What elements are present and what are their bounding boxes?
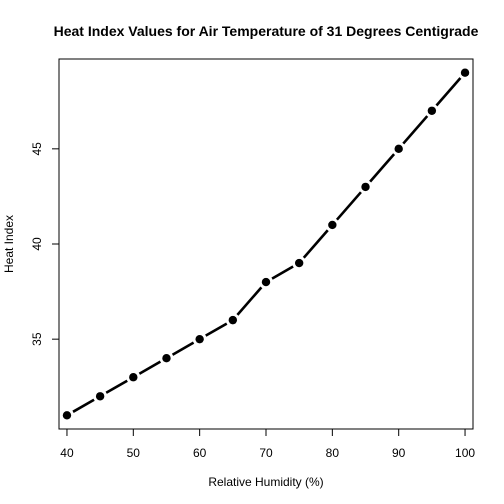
x-axis-label: Relative Humidity (%) — [208, 475, 323, 489]
x-tick-label: 100 — [455, 446, 475, 460]
y-tick-label: 40 — [30, 237, 44, 251]
line-segment — [435, 77, 462, 107]
data-point — [95, 392, 105, 401]
line-segment — [72, 398, 95, 413]
data-point — [394, 144, 403, 154]
plot-area-frame — [58, 58, 474, 430]
data-point — [129, 373, 138, 382]
line-segment — [105, 379, 128, 394]
data-point — [361, 182, 370, 192]
data-point — [460, 68, 470, 77]
x-tick-label: 60 — [193, 446, 207, 460]
data-point — [62, 411, 72, 420]
x-tick-label: 80 — [326, 446, 340, 460]
x-tick-label: 50 — [127, 446, 141, 460]
line-segment — [271, 265, 294, 280]
line-segment — [335, 191, 362, 221]
data-point — [195, 334, 204, 344]
series-line — [62, 68, 470, 420]
data-point — [261, 277, 271, 287]
line-segment — [205, 322, 228, 337]
line-segment — [236, 286, 263, 316]
x-tick-label: 40 — [60, 446, 74, 460]
y-tick-label: 45 — [30, 142, 44, 156]
data-point — [427, 106, 437, 115]
data-point — [162, 353, 171, 363]
data-point — [328, 220, 337, 230]
x-tick-label: 90 — [392, 446, 406, 460]
line-segment — [171, 341, 195, 356]
x-tick-label: 70 — [259, 446, 273, 460]
data-point — [294, 258, 304, 268]
y-tick-label: 35 — [30, 332, 44, 346]
data-point — [228, 315, 238, 325]
y-axis-label: Heat Index — [2, 215, 16, 273]
line-segment — [138, 360, 162, 375]
x-axis: 40 50 60 70 80 90 100 — [60, 428, 475, 460]
y-axis: 35 40 45 — [30, 142, 60, 346]
line-segment — [302, 229, 329, 259]
line-segment — [369, 153, 396, 183]
line-segment — [402, 115, 429, 145]
chart-title: Heat Index Values for Air Temperature of… — [54, 23, 479, 39]
